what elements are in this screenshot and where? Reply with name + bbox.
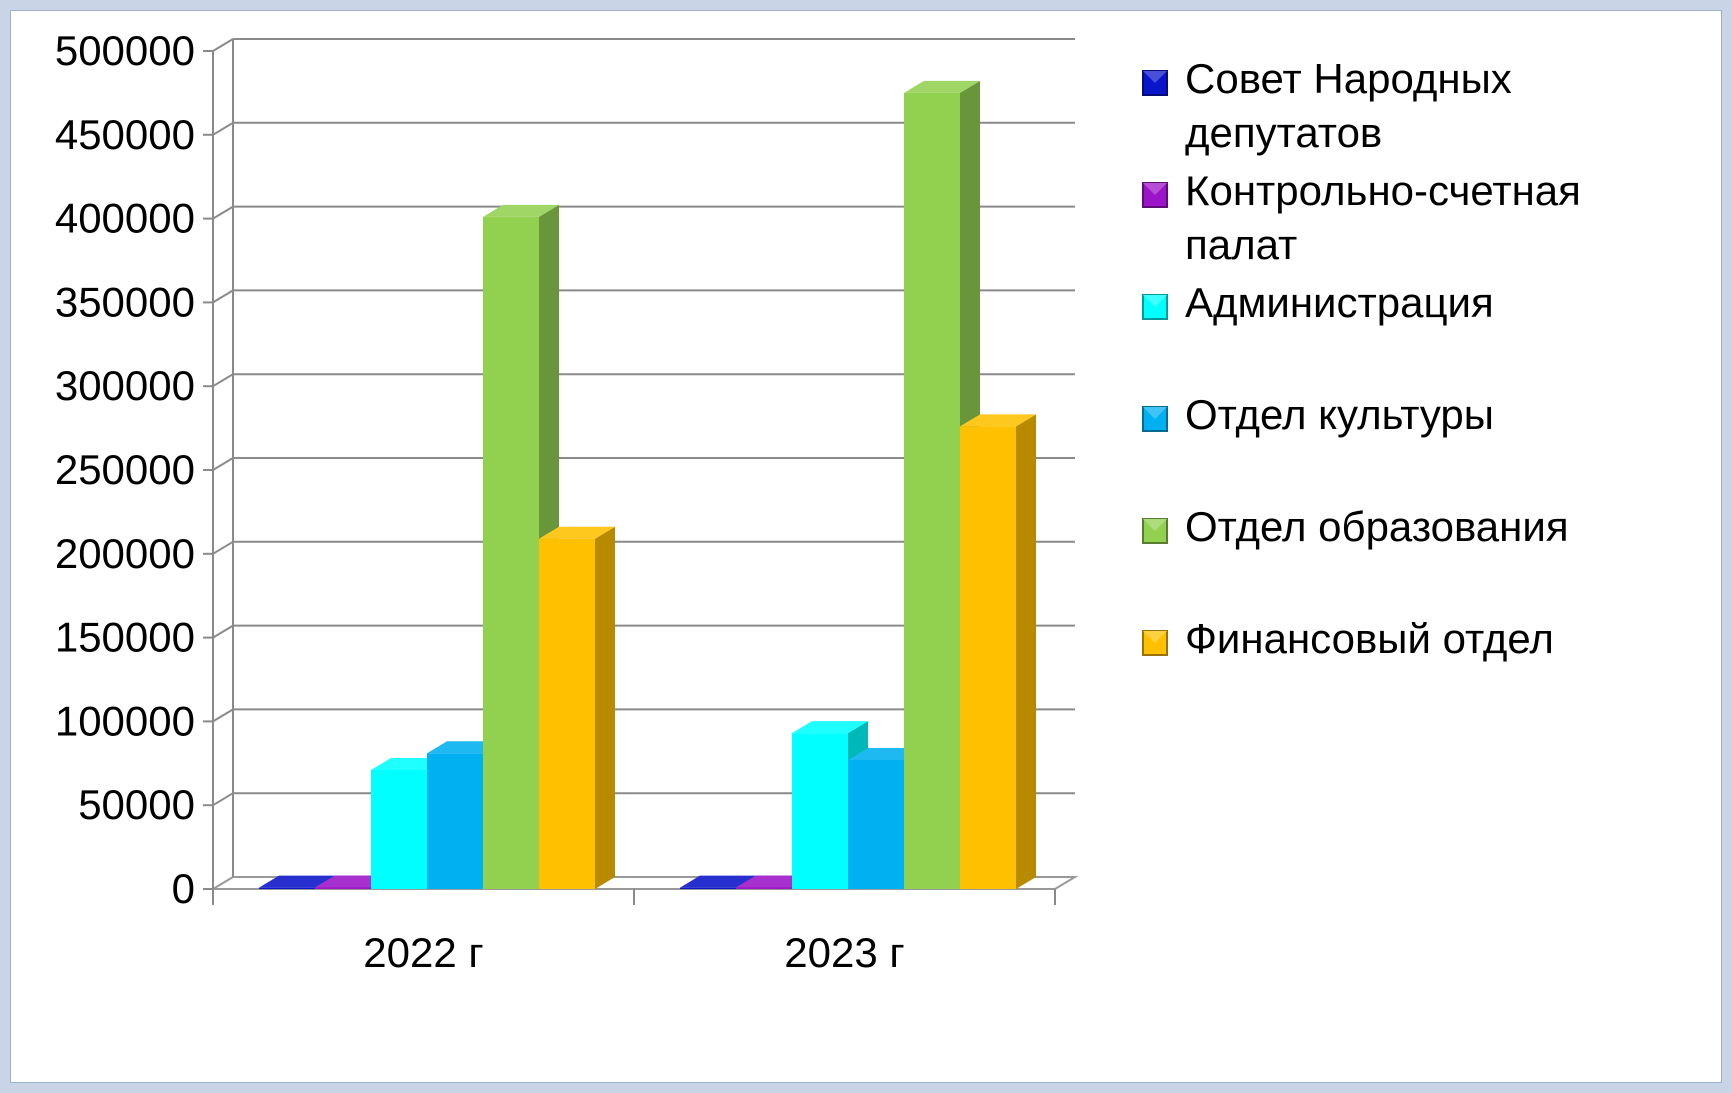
legend-swatch-highlight — [1143, 295, 1167, 307]
bar-front — [736, 887, 792, 889]
bar — [960, 414, 1036, 889]
x-tick-label: 2022 г — [363, 929, 483, 976]
y-tick-label: 200000 — [55, 530, 195, 577]
legend-item: Финансовый отдел — [1142, 615, 1554, 662]
bar-front — [427, 753, 483, 889]
legend-item: Отдел образования — [1142, 503, 1569, 550]
x-tick-label: 2023 г — [784, 929, 904, 976]
bar-top — [539, 526, 615, 539]
bar-top — [483, 204, 559, 217]
bar-front — [483, 216, 539, 889]
y-tick-label: 100000 — [55, 697, 195, 744]
legend-label: Администрация — [1185, 279, 1494, 326]
bars — [259, 80, 1036, 889]
gridline-diagonal — [212, 121, 234, 136]
bar-top — [680, 875, 756, 888]
gridline-diagonal — [212, 708, 234, 723]
bar-side — [595, 526, 615, 889]
gridline-diagonal — [212, 624, 234, 639]
bar-front — [371, 770, 427, 889]
y-tick-label: 250000 — [55, 446, 195, 493]
legend-label: Финансовый отдел — [1185, 615, 1554, 662]
legend-label: Совет Народных — [1185, 55, 1512, 102]
bar-chart: 0 50000 100000 150000 200000 250000 300000 3500… — [55, 27, 1581, 976]
y-tick-label: 350000 — [55, 278, 195, 325]
chart-frame: 0 50000 100000 150000 200000 250000 300000 3500… — [10, 10, 1722, 1083]
bar-top — [259, 875, 335, 888]
y-axis: 0 50000 100000 150000 200000 250000 300000 3500… — [55, 27, 213, 912]
bar-top — [960, 414, 1036, 427]
bar-side — [1016, 414, 1036, 889]
legend-item: Администрация — [1142, 279, 1494, 326]
legend-swatch-highlight — [1143, 631, 1167, 643]
bar-front — [539, 538, 595, 889]
gridline-diagonal — [212, 373, 234, 388]
gridline-diagonal — [212, 205, 234, 220]
y-tick-label: 0 — [172, 865, 195, 912]
legend-label: депутатов — [1185, 109, 1382, 156]
bar-front — [259, 887, 315, 889]
x-axis: 2022 г 2023 г — [212, 889, 1056, 976]
legend-item: Совет Народных депутатов — [1142, 55, 1512, 156]
bar — [539, 526, 615, 889]
gridline-diagonal — [212, 540, 234, 555]
y-tick-label: 150000 — [55, 614, 195, 661]
gridline-diagonal — [212, 457, 234, 471]
legend: Совет Народных депутатов Контрольно-счетна… — [1142, 55, 1581, 662]
bar-front — [848, 759, 904, 889]
gridline-diagonal — [212, 792, 234, 807]
legend-swatch-highlight — [1143, 71, 1167, 83]
y-tick-label: 400000 — [55, 195, 195, 242]
legend-label: палат — [1185, 221, 1297, 268]
bar-top — [792, 721, 868, 734]
legend-label: Отдел образования — [1185, 503, 1569, 550]
bar-front — [315, 887, 371, 889]
bar-front — [792, 733, 848, 889]
bar-front — [904, 92, 960, 889]
bar-front — [960, 426, 1016, 889]
legend-item: Отдел культуры — [1142, 391, 1494, 438]
legend-item: Контрольно-счетная палат — [1142, 167, 1581, 268]
legend-swatch-highlight — [1143, 183, 1167, 195]
y-tick-label: 300000 — [55, 362, 195, 409]
y-tick-label: 450000 — [55, 111, 195, 158]
bar-top — [904, 80, 980, 93]
gridline-diagonal — [212, 289, 234, 304]
legend-label: Отдел культуры — [1185, 391, 1494, 438]
y-tick-label: 500000 — [55, 27, 195, 74]
gridline-diagonal — [212, 38, 234, 52]
legend-swatch-highlight — [1143, 519, 1167, 531]
bar-front — [680, 887, 736, 889]
y-tick-label: 50000 — [78, 781, 195, 828]
legend-swatch-highlight — [1143, 407, 1167, 419]
legend-label: Контрольно-счетная — [1185, 167, 1581, 214]
